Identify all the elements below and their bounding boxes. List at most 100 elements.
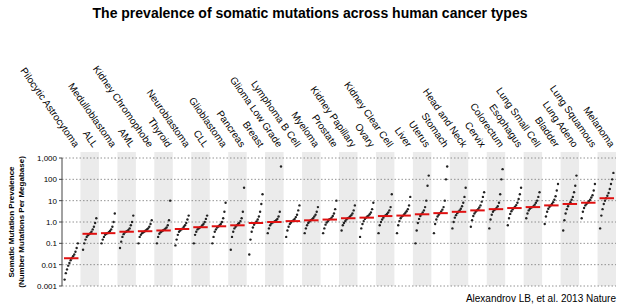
sample-point: [303, 232, 305, 234]
sample-point: [156, 242, 158, 244]
sample-point: [538, 191, 540, 193]
category-label: Kidney Clear Cell: [342, 80, 395, 150]
sample-point: [65, 272, 67, 274]
sample-point: [103, 236, 105, 238]
sample-point: [195, 231, 197, 233]
sample-point: [224, 202, 226, 204]
sample-point: [572, 196, 574, 198]
median-line: [230, 224, 244, 226]
median-line: [507, 207, 521, 209]
sample-point: [478, 206, 480, 208]
sample-point: [187, 214, 189, 216]
sample-point: [372, 202, 374, 204]
chart: The prevalence of somatic mutations acro…: [0, 0, 620, 306]
median-line: [526, 206, 540, 208]
sample-point: [260, 203, 262, 205]
median-line: [544, 204, 558, 206]
category-label: Head and Neck: [421, 86, 470, 150]
category-label: Pancreas: [215, 108, 248, 149]
sample-point: [360, 227, 362, 229]
sample-point: [500, 178, 502, 180]
sample-point: [335, 199, 337, 201]
tick-label: 1.0: [46, 218, 58, 227]
sample-point: [75, 247, 77, 249]
sample-point: [259, 211, 261, 213]
median-line: [378, 215, 392, 217]
median-line: [341, 217, 355, 219]
sample-point: [574, 185, 576, 187]
sample-point: [175, 238, 177, 240]
tick-label: 1,000: [37, 154, 58, 163]
sample-point: [243, 187, 245, 189]
sample-point: [498, 202, 500, 204]
sample-point: [342, 224, 344, 226]
sample-point: [612, 172, 614, 174]
sample-point: [497, 205, 499, 207]
sample-point: [295, 216, 297, 218]
sample-point: [279, 211, 281, 213]
median-line: [286, 220, 300, 222]
sample-point: [520, 187, 522, 189]
sample-point: [454, 216, 456, 218]
tick-label: 100: [44, 175, 58, 184]
sample-point: [334, 208, 336, 210]
median-line: [82, 233, 96, 235]
sample-point: [515, 204, 517, 206]
band: [413, 152, 431, 286]
sample-point: [280, 165, 282, 167]
sample-point: [508, 217, 510, 219]
sample-point: [428, 174, 430, 176]
sample-point: [607, 192, 609, 194]
sample-point: [583, 207, 585, 209]
sample-point: [314, 213, 316, 215]
sample-point: [202, 223, 204, 225]
sample-point: [359, 236, 361, 238]
median-line: [415, 213, 429, 215]
sample-point: [418, 218, 420, 220]
tick-label: 10: [48, 197, 57, 206]
sample-point: [546, 211, 548, 213]
sample-point: [177, 234, 179, 236]
sample-point: [249, 238, 251, 240]
sample-point: [380, 221, 382, 223]
sample-point: [442, 206, 444, 208]
median-line: [452, 211, 466, 213]
sample-point: [501, 168, 503, 170]
sample-point: [424, 206, 426, 208]
sample-point: [68, 262, 70, 264]
sample-point: [323, 227, 325, 229]
sample-point: [276, 218, 278, 220]
sample-point: [193, 242, 195, 244]
sample-point: [322, 232, 324, 234]
sample-point: [426, 185, 428, 187]
sample-point: [379, 224, 381, 226]
sample-point: [165, 226, 167, 228]
sample-point: [149, 223, 151, 225]
band: [524, 152, 542, 286]
sample-point: [516, 202, 518, 204]
sample-point: [370, 211, 372, 213]
sample-point: [553, 199, 555, 201]
median-line: [175, 228, 189, 230]
sample-point: [554, 195, 556, 197]
sample-point: [556, 189, 558, 191]
sample-point: [564, 212, 566, 214]
median-line: [600, 197, 614, 199]
sample-point: [112, 221, 114, 223]
sample-point: [526, 212, 528, 214]
sample-point: [231, 236, 233, 238]
median-line: [156, 229, 170, 231]
sample-point: [211, 242, 213, 244]
sample-point: [472, 215, 474, 217]
sample-point: [580, 217, 582, 219]
sample-point: [575, 174, 577, 176]
sample-point: [324, 223, 326, 225]
sample-point: [184, 224, 186, 226]
sample-point: [268, 227, 270, 229]
sample-point: [507, 224, 509, 226]
sample-point: [371, 208, 373, 210]
band: [191, 152, 209, 286]
sample-point: [212, 236, 214, 238]
sample-point: [446, 165, 448, 167]
sample-point: [409, 196, 411, 198]
